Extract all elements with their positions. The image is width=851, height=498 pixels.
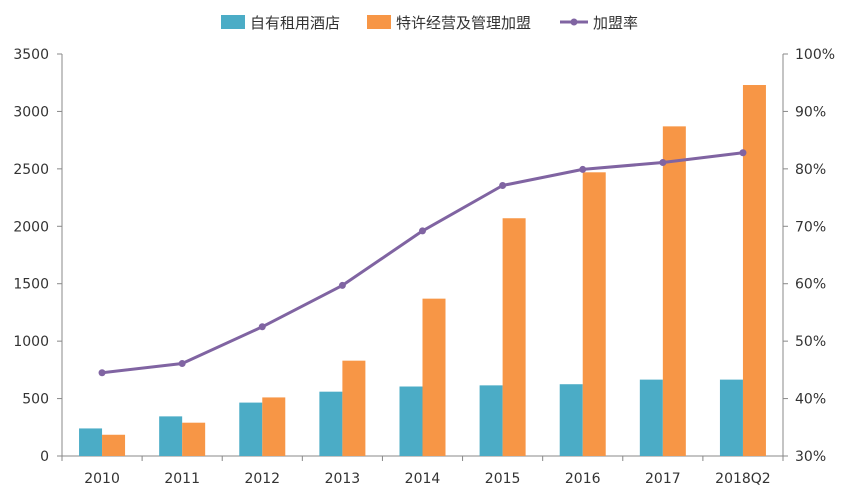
x-tick-label: 2016 xyxy=(565,471,601,487)
y-left-tick-label: 3000 xyxy=(13,104,49,120)
x-tick-label: 2017 xyxy=(645,471,681,487)
x-tick-label: 2011 xyxy=(164,471,200,487)
y-right-tick-label: 70% xyxy=(795,219,826,235)
legend-swatch-owned-hotels xyxy=(221,15,245,29)
bar-franchise xyxy=(102,434,126,456)
bar-owned-hotels xyxy=(479,385,503,456)
y-right-tick-label: 30% xyxy=(795,449,826,465)
bar-owned-hotels xyxy=(559,384,583,456)
x-tick-label: 2014 xyxy=(405,471,441,487)
legend-label-owned-hotels: 自有租用酒店 xyxy=(250,14,340,32)
legend-marker-franchise-rate xyxy=(570,18,578,26)
x-tick-label: 2013 xyxy=(325,471,361,487)
bar-franchise xyxy=(502,218,526,456)
plot-area: 0 500 1000 1500 2000 2500 3000 3500 30% 40% 50% 60%… xyxy=(13,47,835,487)
bar-franchise xyxy=(262,397,286,456)
franchise-rate-point xyxy=(338,281,346,289)
franchise-rate-point xyxy=(499,182,507,190)
y-right-tick-label: 90% xyxy=(795,104,826,120)
franchise-rate-point xyxy=(419,227,426,235)
bar-franchise xyxy=(662,126,686,457)
y-left-tick-label: 1000 xyxy=(13,334,49,350)
bar-owned-hotels xyxy=(239,402,263,456)
y-left-tick-label: 2500 xyxy=(13,162,49,178)
bar-owned-hotels xyxy=(159,416,183,456)
bar-owned-hotels xyxy=(399,386,423,456)
y-right-tick-label: 100% xyxy=(795,47,835,63)
y-left-tick-label: 1500 xyxy=(13,277,49,293)
y-left-tick-label: 2000 xyxy=(13,219,49,235)
y-right-tick-label: 80% xyxy=(795,162,826,178)
y-right-tick-label: 40% xyxy=(795,392,826,408)
bar-owned-hotels xyxy=(319,391,343,456)
bar-franchise xyxy=(342,360,366,456)
y-left-tick-label: 500 xyxy=(22,392,49,408)
franchise-rate-point xyxy=(178,360,186,368)
franchise-rate-point xyxy=(98,369,106,377)
franchise-rate-point xyxy=(739,149,747,157)
y-right-tick-label: 60% xyxy=(795,277,826,293)
x-tick-label: 2018Q2 xyxy=(715,471,771,487)
bar-owned-hotels xyxy=(639,379,663,456)
franchise-rate-point xyxy=(659,159,667,167)
legend-swatch-franchise xyxy=(367,15,391,29)
franchise-rate-point xyxy=(579,165,587,173)
bar-franchise xyxy=(422,298,446,456)
legend-label-franchise-rate: 加盟率 xyxy=(593,14,638,32)
y-left-tick-label: 3500 xyxy=(13,47,49,63)
x-tick-label: 2015 xyxy=(485,471,521,487)
y-left-tick-label: 0 xyxy=(40,449,49,465)
bar-franchise xyxy=(742,85,766,457)
bar-owned-hotels xyxy=(719,379,743,456)
bar-franchise xyxy=(582,172,606,456)
legend-label-franchise: 特许经营及管理加盟 xyxy=(396,14,531,32)
franchise-rate-point xyxy=(258,323,266,331)
x-tick-label: 2012 xyxy=(244,471,280,487)
bar-owned-hotels xyxy=(79,428,103,456)
x-tick-label: 2010 xyxy=(84,471,120,487)
legend: 自有租用酒店 特许经营及管理加盟 加盟率 xyxy=(221,14,638,32)
bar-franchise xyxy=(182,422,206,456)
y-right-tick-label: 50% xyxy=(795,334,826,350)
